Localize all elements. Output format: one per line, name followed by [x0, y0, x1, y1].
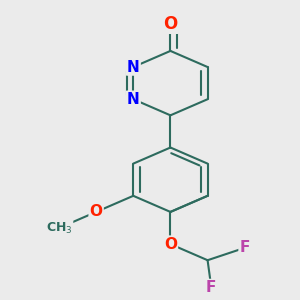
Text: O: O — [164, 237, 177, 252]
Text: N: N — [127, 59, 140, 74]
Text: F: F — [206, 280, 217, 295]
Text: N: N — [127, 92, 140, 107]
Text: O: O — [163, 15, 178, 33]
Text: O: O — [90, 204, 103, 219]
Text: F: F — [240, 240, 250, 255]
Text: CH$_3$: CH$_3$ — [46, 220, 72, 236]
